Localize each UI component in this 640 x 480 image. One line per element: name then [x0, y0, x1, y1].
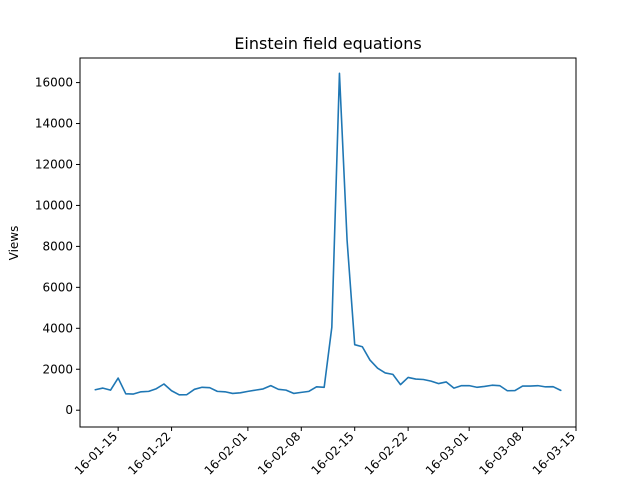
y-tick-label: 10000 [35, 198, 73, 212]
y-tick-label: 14000 [35, 117, 73, 131]
y-tick-label: 8000 [42, 239, 73, 253]
axes-frame [79, 57, 577, 428]
chart-title: Einstein field equations [234, 34, 421, 53]
y-tick-label: 0 [65, 403, 73, 417]
y-tick-label: 4000 [42, 321, 73, 335]
y-tick-label: 12000 [35, 157, 73, 171]
y-tick-label: 6000 [42, 280, 73, 294]
series-line [94, 72, 562, 396]
y-tick-label: 16000 [35, 76, 73, 90]
y-axis-label: Views [7, 226, 21, 261]
y-tick-label: 2000 [42, 362, 73, 376]
